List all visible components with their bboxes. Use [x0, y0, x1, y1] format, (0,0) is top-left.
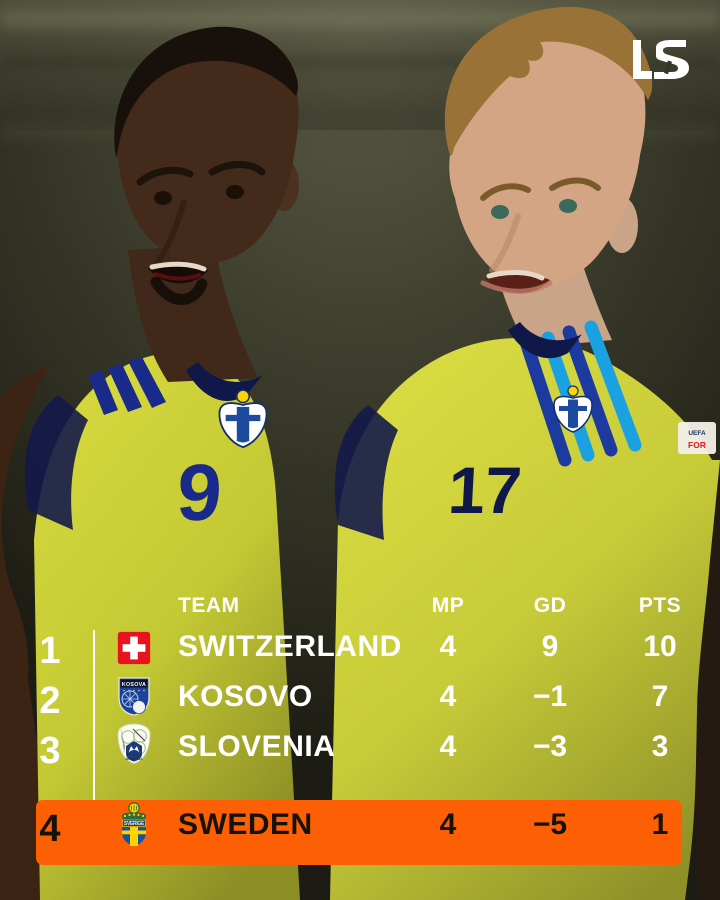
svg-text:SLOVENIJA: SLOVENIJA [125, 757, 143, 761]
svg-text:KOSOVA: KOSOVA [122, 682, 146, 688]
svg-text:SVERIGE: SVERIGE [124, 821, 145, 827]
